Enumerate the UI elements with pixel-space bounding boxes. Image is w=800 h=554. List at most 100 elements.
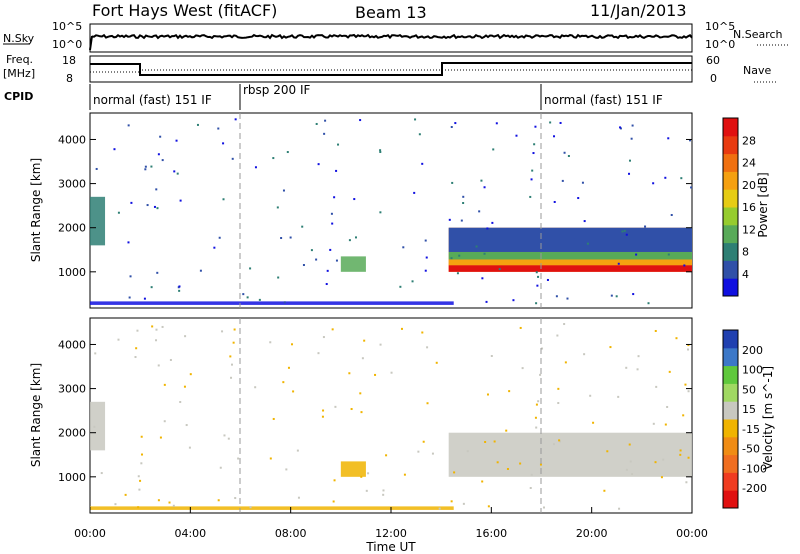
velocity-speck-52 [685,481,688,484]
power-speck-26 [176,172,179,175]
power-speck-156 [337,143,340,146]
colorbar-cell-7 [723,365,738,384]
power-speck-39 [424,269,427,272]
power-speck-158 [217,127,220,130]
velocity-speck-81 [382,489,385,492]
velocity-speck-150 [542,506,545,509]
velocity-speck-89 [438,507,441,510]
velocity-speck-94 [227,437,230,440]
velocity-speck-102 [139,479,142,482]
velocity-speck-73 [237,457,240,460]
power-speck-17 [144,165,147,168]
velocity-speck-26 [291,343,294,346]
power-speck-147 [280,237,283,240]
colorbar-cell-8 [723,347,738,367]
colorbar-tick-0: -200 [742,482,767,495]
cpid-segment-3: normal (fast) 151 IF [544,93,663,107]
power-speck-129 [128,296,131,299]
power-speck-42 [155,188,158,191]
velocity-speck-159 [637,355,640,358]
y-tick-label-0: 1000 [58,266,86,279]
power-speck-16 [485,300,488,303]
velocity-speck-97 [606,450,609,453]
power-speck-82 [246,296,249,299]
velocity-marks [90,323,692,510]
velocity-speck-72 [363,339,366,342]
power-speck-101 [667,253,670,256]
y-tick-label-2: 3000 [58,178,86,191]
velocity-speck-57 [682,414,685,417]
velocity-speck-110 [563,323,566,326]
colorbar-tick-6: 28 [742,134,756,147]
power-band-layer-0 [448,265,692,272]
x-tick-label-4: 16:00 [475,527,507,540]
velocity-speck-23 [217,499,220,502]
velocity-speck-34 [559,440,562,443]
power-speck-43 [129,275,132,278]
velocity-speck-20 [282,381,285,384]
colorbar-tick-3: 16 [742,201,756,214]
power-speck-65 [615,295,618,298]
colorbar-tick-4: 20 [742,179,756,192]
velocity-colorbar-frame [722,329,739,509]
power-speck-9 [623,229,626,232]
power-speck-140 [492,148,495,151]
velocity-speck-70 [360,475,363,478]
power-speck-143 [553,135,556,138]
power-speck-11 [462,195,465,198]
power-speck-124 [491,221,494,224]
colorbar-cell-9 [723,118,738,137]
power-speck-45 [475,249,478,252]
power-speck-136 [625,233,628,236]
x-tick-label-6: 00:00 [676,527,708,540]
velocity-speck-157 [124,493,127,496]
velocity-speck-36 [662,458,665,461]
power-marks [90,118,693,305]
velocity-speck-32 [249,506,252,509]
velocity-speck-1 [333,479,336,482]
power-speck-73 [315,258,318,261]
power-speck-121 [652,182,655,185]
velocity-speck-154 [297,496,300,499]
velocity-speck-144 [367,472,370,475]
power-speck-123 [178,285,181,288]
power-speck-149 [335,259,338,262]
velocity-speck-65 [403,473,406,476]
velocity-speck-61 [654,461,657,464]
velocity-speck-29 [652,422,655,425]
colorbar-tick-6: 100 [742,364,763,377]
velocity-speck-68 [151,325,154,328]
colorbar-tick-3: -15 [742,423,760,436]
power-speck-70 [413,191,416,194]
power-speck-81 [326,269,329,272]
power-speck-48 [331,222,334,225]
power-speck-118 [348,239,351,242]
velocity-speck-19 [234,497,237,500]
power-speck-119 [317,163,320,166]
power-speck-87 [628,172,631,175]
colorbar-tick-1: 8 [742,246,749,259]
x-tick-label-3: 12:00 [375,527,407,540]
nsky-label: N.Sky [3,32,35,45]
colorbar-tick-4: 15 [742,403,756,416]
cpid-label: CPID [4,90,33,103]
power-speck-92 [222,142,225,145]
power-speck-5 [127,241,130,244]
power-speck-72 [533,143,536,146]
velocity-speck-41 [168,501,171,504]
power-band-layer-1 [448,259,692,266]
velocity-speck-147 [687,348,690,351]
velocity-speck-115 [506,467,509,470]
colorbar-tick-1: -100 [742,462,767,475]
power-speck-152 [359,119,362,122]
power-speck-145 [218,236,221,239]
velocity-speck-17 [334,405,337,408]
nave-label: Nave [743,64,771,77]
power-speck-47 [213,246,216,249]
velocity-speck-111 [233,328,236,331]
velocity-speck-60 [462,502,465,505]
velocity-speck-152 [322,336,325,339]
power-speck-125 [301,225,304,228]
power-speck-134 [483,186,486,189]
velocity-speck-151 [157,364,160,367]
